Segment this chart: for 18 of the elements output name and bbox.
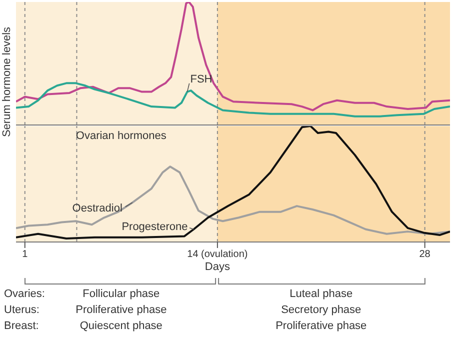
text: Luteal phase [290,288,353,300]
series-label: Oestradiol [72,202,122,214]
text: Follicular phase [82,288,160,300]
x-tick-label: 14 (ovulation) [187,249,248,260]
x-axis-title: Days [204,261,230,273]
x-tick-label: 28 [419,249,431,260]
series-label: Progesterone [122,221,188,234]
x-tick-label: 1 [22,249,28,260]
text: Proliferative phase [276,320,367,332]
y-axis-title: Serum hormone levels [1,26,13,138]
text: Breast: [4,320,39,332]
text: Quiescent phase [80,320,162,332]
text: Proliferative phase [76,304,167,316]
chart-title: Ovarian hormones [76,130,166,142]
series-label: FSH [190,74,212,86]
text: Ovaries: [4,288,45,300]
text: Uterus: [4,304,40,316]
text: Secretory phase [281,304,362,316]
